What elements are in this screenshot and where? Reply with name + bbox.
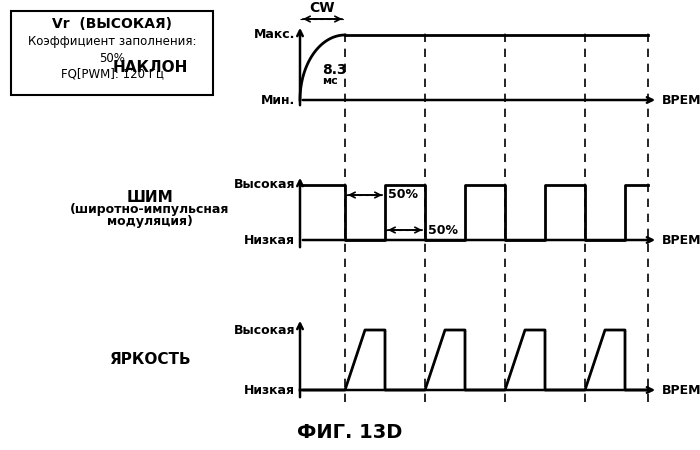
Text: Высокая: Высокая: [234, 179, 295, 192]
Text: Низкая: Низкая: [244, 383, 295, 396]
Text: Мин.: Мин.: [260, 94, 295, 107]
Text: ВРЕМЯ: ВРЕМЯ: [662, 383, 700, 396]
Text: НАКЛОН: НАКЛОН: [112, 60, 188, 75]
Text: CW: CW: [309, 1, 335, 15]
Text: FQ[PWM]: 120 Гц: FQ[PWM]: 120 Гц: [61, 68, 163, 81]
Text: Коэффициент заполнения:: Коэффициент заполнения:: [28, 36, 196, 49]
Text: ВРЕМЯ: ВРЕМЯ: [662, 234, 700, 247]
Text: 50%: 50%: [388, 189, 418, 202]
Text: Vr  (ВЫСОКАЯ): Vr (ВЫСОКАЯ): [52, 17, 172, 31]
Text: 50%: 50%: [428, 224, 458, 237]
Text: ФИГ. 13D: ФИГ. 13D: [298, 423, 402, 441]
Text: 8.3: 8.3: [322, 63, 346, 76]
Text: ЯРКОСТЬ: ЯРКОСТЬ: [109, 352, 191, 368]
Text: ВРЕМЯ: ВРЕМЯ: [662, 94, 700, 107]
Text: мс: мс: [322, 76, 337, 86]
Text: Макс.: Макс.: [253, 28, 295, 41]
Text: (широтно-импульсная: (широтно-импульсная: [70, 203, 230, 216]
Text: Низкая: Низкая: [244, 234, 295, 247]
Text: Высокая: Высокая: [234, 324, 295, 337]
Text: 50%: 50%: [99, 51, 125, 64]
Text: модуляция): модуляция): [107, 215, 193, 228]
FancyBboxPatch shape: [11, 11, 213, 95]
Text: ШИМ: ШИМ: [127, 190, 174, 205]
